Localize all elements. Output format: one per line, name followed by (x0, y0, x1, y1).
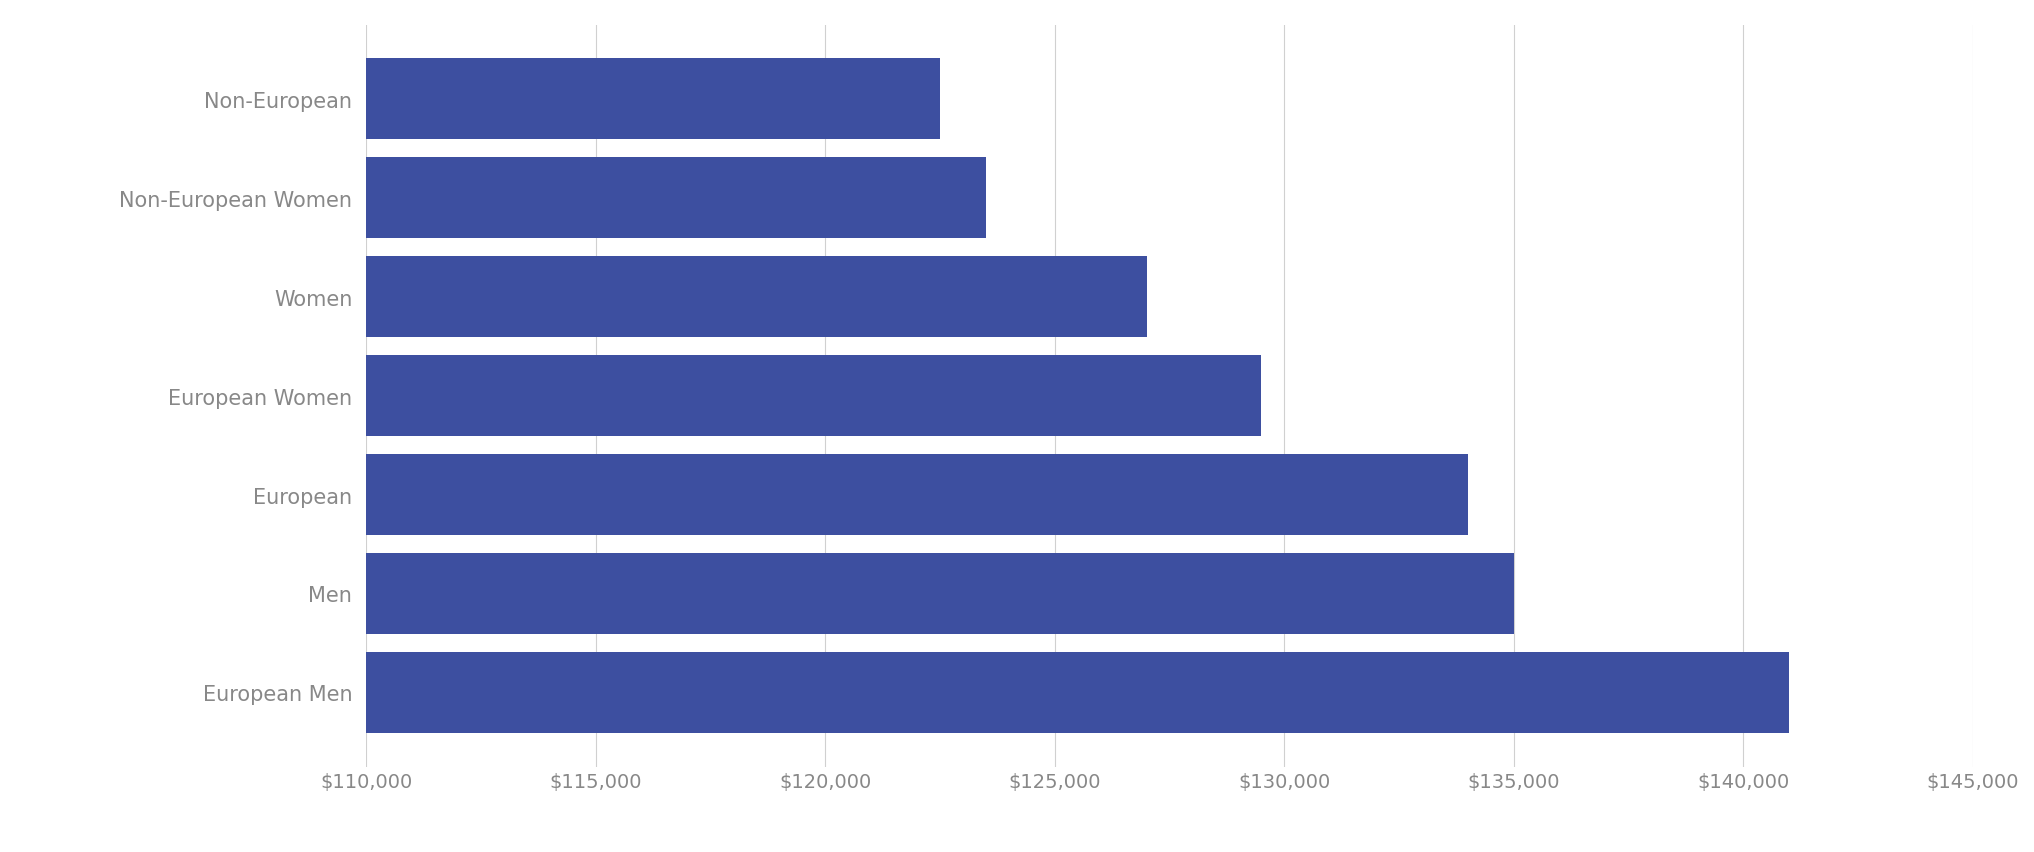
Bar (366, 652, 1790, 733)
Bar (366, 158, 986, 239)
Bar (366, 454, 1469, 536)
Bar (366, 355, 1261, 437)
Bar (366, 256, 1147, 338)
Bar (366, 60, 940, 141)
Bar (366, 553, 1513, 634)
